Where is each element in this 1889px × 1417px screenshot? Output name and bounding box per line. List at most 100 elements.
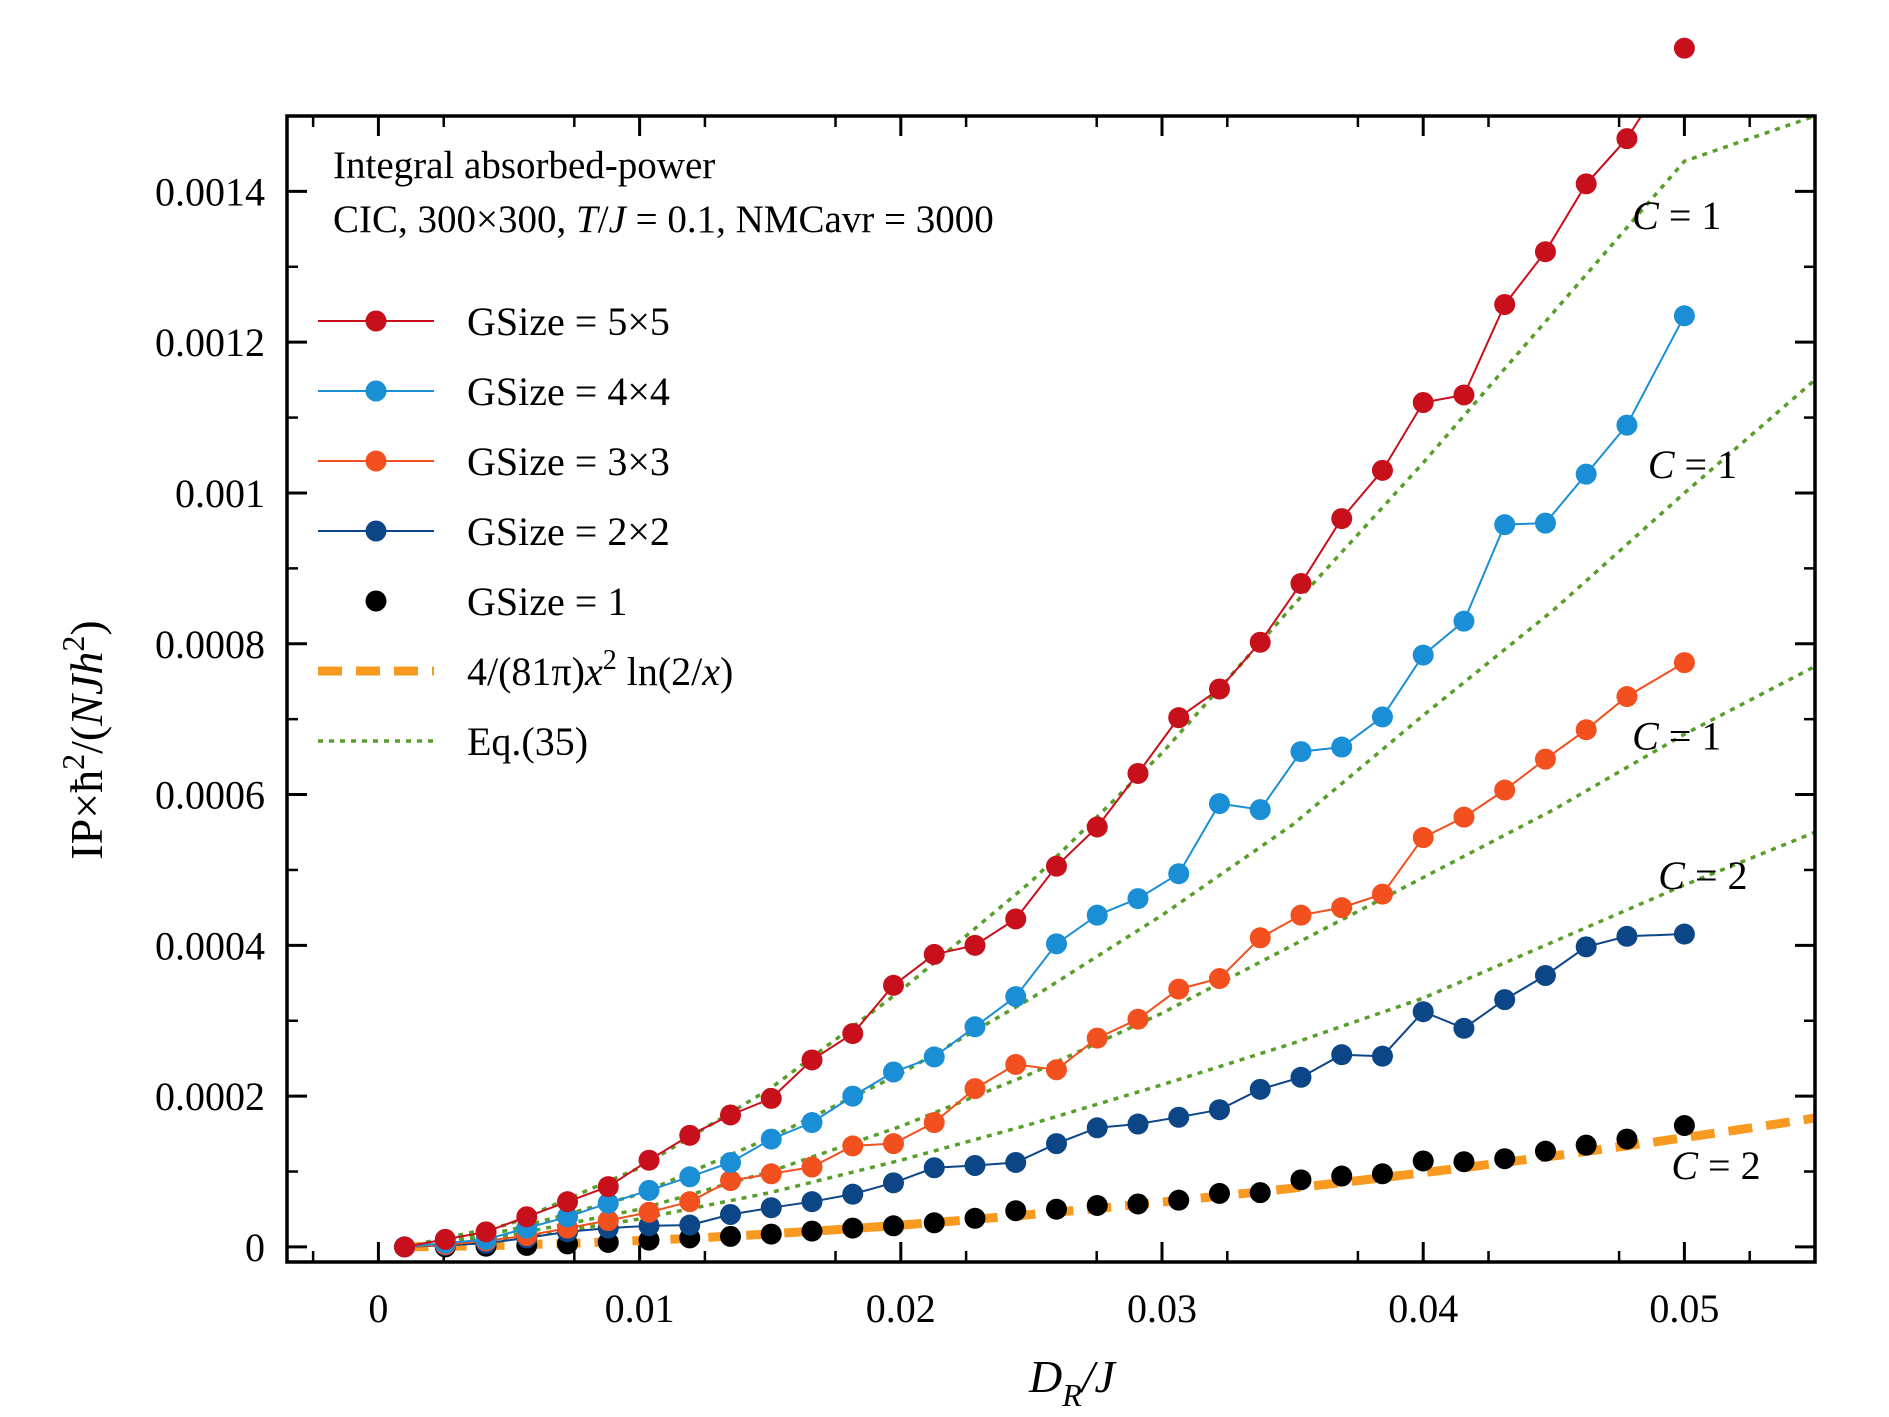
data-point [964, 1016, 986, 1038]
data-point [882, 974, 904, 996]
data-point [1673, 305, 1695, 327]
y-tick-label: 0.0008 [155, 622, 265, 667]
data-point [1616, 925, 1638, 947]
data-point [1453, 806, 1475, 828]
legend-label: GSize = 5×5 [467, 299, 670, 344]
data-point [923, 1212, 945, 1234]
data-point [1045, 1198, 1067, 1220]
legend-marker [365, 380, 387, 402]
data-point [720, 1170, 742, 1192]
data-point [1168, 978, 1190, 1000]
data-point [597, 1176, 619, 1198]
curve-labels: C = 1C = 1C = 1C = 2C = 2 [1632, 193, 1760, 1188]
data-point [1534, 1140, 1556, 1162]
data-point [679, 1191, 701, 1213]
data-point [1412, 392, 1434, 413]
data-point [1494, 514, 1516, 536]
data-point [1168, 863, 1190, 885]
y-tick-label: 0.0012 [155, 320, 265, 365]
data-point [1208, 1182, 1230, 1204]
data-point [1453, 610, 1475, 632]
y-tick-label: 0 [245, 1225, 265, 1270]
data-point [964, 1154, 986, 1176]
data-point [1412, 644, 1434, 666]
data-point [1086, 1027, 1108, 1049]
x-tick-label: 0.04 [1388, 1286, 1458, 1331]
data-point [1005, 986, 1027, 1008]
data-point [1208, 968, 1230, 990]
data-point [394, 1236, 416, 1258]
data-point [1534, 512, 1556, 534]
data-point [1127, 762, 1149, 784]
legend-label-part: x [701, 649, 720, 694]
data-point [1005, 1053, 1027, 1075]
data-point [923, 1112, 945, 1134]
data-point [1127, 1008, 1149, 1030]
data-point [882, 1061, 904, 1083]
data-point [1005, 908, 1027, 930]
data-point [720, 1151, 742, 1173]
data-point [923, 1046, 945, 1068]
data-point [1371, 459, 1393, 481]
data-point [1290, 1169, 1312, 1191]
x-tick-label: 0.01 [605, 1286, 675, 1331]
data-point [801, 1049, 823, 1071]
data-point [1331, 897, 1353, 919]
data-point [842, 1183, 864, 1205]
x-tick-label: 0.03 [1127, 1286, 1197, 1331]
curve-label-value: = 2 [1685, 853, 1748, 898]
data-point [1127, 888, 1149, 910]
data-point [1208, 793, 1230, 815]
annotation-line-1: Integral absorbed-power [333, 144, 715, 187]
curve-label: C = 2 [1658, 853, 1747, 898]
data-point [679, 1124, 701, 1146]
curve-label-value: = 2 [1698, 1143, 1761, 1188]
data-point [1331, 508, 1353, 530]
data-point [1673, 1115, 1695, 1137]
x-axis-label: DR/J [1028, 1351, 1118, 1413]
legend-label: GSize = 3×3 [467, 439, 670, 484]
data-point [760, 1087, 782, 1109]
data-point [434, 1228, 456, 1250]
data-point [1086, 1194, 1108, 1216]
data-point [1208, 1099, 1230, 1121]
data-point [1168, 707, 1190, 729]
data-point [1249, 927, 1271, 949]
data-point [1575, 173, 1597, 195]
data-point [760, 1163, 782, 1185]
data-point [679, 1166, 701, 1188]
curve-label: C = 1 [1648, 442, 1737, 487]
data-point [1412, 1001, 1434, 1023]
data-point [557, 1206, 579, 1228]
data-point [760, 1197, 782, 1219]
data-point [923, 1157, 945, 1179]
data-point [679, 1214, 701, 1236]
plot-frame [285, 114, 1817, 1264]
legend-label: GSize = 1 [467, 579, 627, 624]
data-point [1249, 1078, 1271, 1100]
y-tick-label: 0.0006 [155, 773, 265, 818]
legend-label: GSize = 2×2 [467, 509, 670, 554]
data-point [1005, 1200, 1027, 1222]
data-point [1290, 572, 1312, 594]
data-point [1412, 827, 1434, 849]
data-point [964, 1078, 986, 1100]
legend-label-part: ln(2/ [617, 649, 703, 694]
data-point [882, 1133, 904, 1155]
data-point [1534, 241, 1556, 263]
curve-label-var: C [1632, 713, 1660, 758]
data-point [1371, 883, 1393, 905]
y-tick-label: 0.001 [175, 471, 265, 516]
curve-label-var: C [1671, 1143, 1699, 1188]
data-point [1616, 414, 1638, 436]
curve-label-var: C [1658, 853, 1686, 898]
data-point [1494, 779, 1516, 801]
data-point [1575, 719, 1597, 741]
data-point [842, 1217, 864, 1239]
data-point [1249, 799, 1271, 821]
x-tick-label: 0 [368, 1286, 388, 1331]
data-point [1534, 965, 1556, 986]
data-point [638, 1201, 660, 1223]
